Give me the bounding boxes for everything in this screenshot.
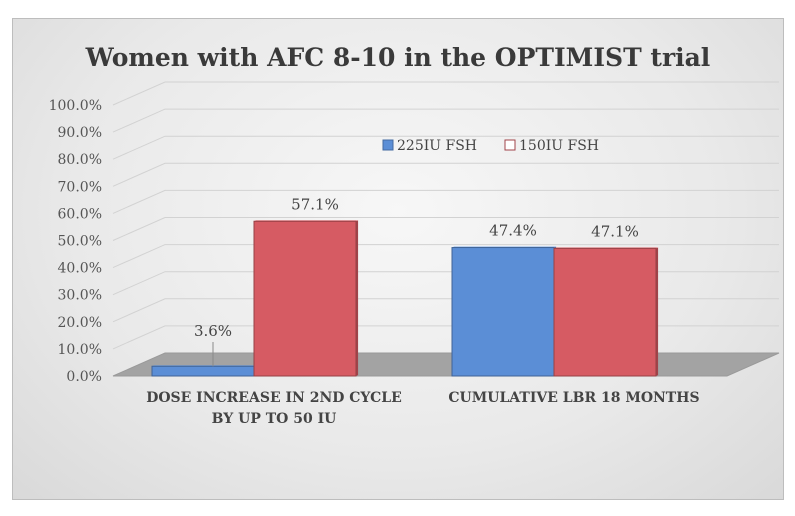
legend-item: 150IU FSH [504,138,599,154]
data-label: 57.1% [291,195,339,213]
gridline [112,244,779,269]
y-tick-label: 60.0% [58,206,102,222]
gridline [112,81,779,106]
y-tick-label: 100.0% [49,98,102,114]
bar-front [451,247,555,377]
y-tick-label: 70.0% [58,179,102,195]
bar-chart: Women with AFC 8-10 in the OPTIMIST tria… [49,43,780,427]
gridline [112,108,779,133]
y-tick-label: 90.0% [58,125,102,141]
bar-front [553,247,657,377]
y-tick-label: 20.0% [58,315,102,331]
y-tick-label: 30.0% [58,288,102,304]
gridline [112,217,779,241]
gridline [112,135,779,160]
category-label: CUMULATIVE LBR 18 MONTHS [448,390,699,406]
chart-title: Women with AFC 8-10 in the OPTIMIST tria… [85,43,711,72]
bar [451,246,557,377]
bar-side [356,220,359,376]
y-tick-label: 40.0% [58,261,102,277]
y-tick-label: 50.0% [58,234,102,250]
category-label: DOSE INCREASE IN 2ND CYCLE BY UP TO 50 IU [146,390,402,427]
gridline [112,298,779,323]
data-label: 3.6% [194,322,232,340]
legend-swatch [504,139,516,151]
gridline [112,162,779,187]
bar-side [656,247,659,376]
x-axis: DOSE INCREASE IN 2ND CYCLE BY UP TO 50 IU… [146,390,699,427]
bar [553,247,659,377]
bar-front [253,220,357,377]
data-label: 47.1% [591,222,639,240]
y-axis: 0.0% 10.0% 20.0% 30.0% 40.0% 50.0% 60.0% 70.0% 8… [49,98,102,385]
bar [253,220,359,377]
bars: 3.6% 57.1% 47.4% 47.1% [151,195,659,377]
data-label: 47.4% [489,222,537,240]
bar [151,365,257,377]
y-tick-label: 0.0% [66,369,102,385]
legend-item: 225IU FSH [382,138,477,154]
legend: 225IU FSH 150IU FSH [382,138,599,154]
gridline [112,189,779,214]
legend-label: 150IU FSH [519,138,599,154]
y-tick-label: 80.0% [58,152,102,168]
legend-swatch [382,139,394,151]
bar-front [151,365,255,377]
gridlines [112,81,779,350]
chart-frame: Women with AFC 8-10 in the OPTIMIST tria… [12,18,784,500]
gridline [112,271,779,296]
legend-label: 225IU FSH [397,138,477,154]
y-tick-label: 10.0% [58,342,102,358]
